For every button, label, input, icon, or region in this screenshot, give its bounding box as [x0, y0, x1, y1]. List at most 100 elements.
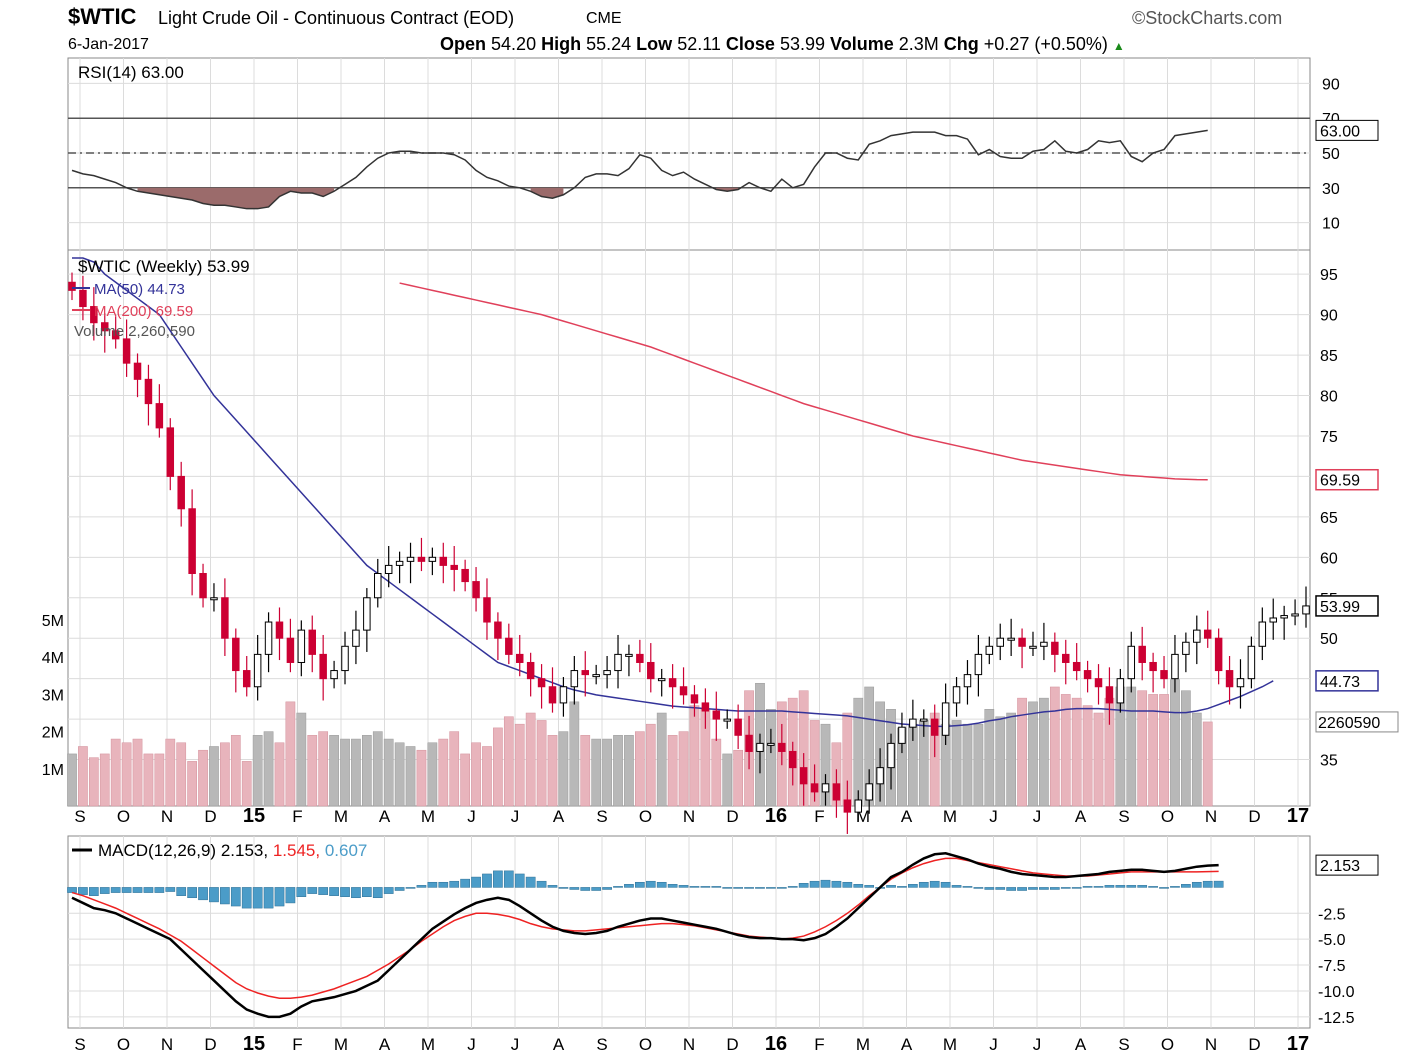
- macd-histogram-bar: [78, 887, 88, 895]
- candle-body: [286, 637, 295, 663]
- volume-bar: [536, 720, 547, 807]
- macd-histogram-bar: [1181, 884, 1191, 888]
- macd-x-tick-label: J: [511, 1035, 520, 1054]
- macd-histogram-bar: [88, 887, 99, 896]
- macd-histogram-bar: [1159, 887, 1169, 889]
- volume-bar: [656, 712, 667, 807]
- volume-bar: [635, 731, 645, 807]
- macd-histogram-bar: [514, 873, 525, 888]
- macd-histogram-bar: [984, 887, 995, 890]
- volume-bar: [154, 753, 165, 807]
- macd-histogram-bar: [460, 878, 470, 888]
- open-label: Open: [440, 34, 487, 54]
- volume-bar: [252, 735, 263, 807]
- volume-bar: [503, 716, 514, 807]
- macd-histogram-bar: [187, 887, 197, 899]
- macd-histogram-bar: [1093, 886, 1104, 888]
- macd-histogram-bar: [591, 887, 602, 891]
- macd-histogram-bar: [416, 885, 427, 888]
- price-x-tick-label: M: [334, 807, 348, 826]
- candle-body: [788, 750, 797, 769]
- volume-bar: [372, 731, 383, 807]
- macd-histogram-bar: [132, 887, 143, 893]
- macd-histogram-bar: [471, 876, 481, 888]
- macd-histogram-bar: [427, 881, 438, 888]
- volume-bar: [361, 735, 372, 807]
- macd-histogram-bar: [1104, 885, 1115, 888]
- macd-signal-line: [71, 857, 1219, 999]
- volume-bar: [820, 723, 831, 807]
- macd-x-tick-label: S: [596, 1035, 607, 1054]
- macd-x-tick-label: S: [74, 1035, 85, 1054]
- candle-body: [90, 306, 98, 324]
- price-y-tick-label: 65: [1320, 510, 1338, 527]
- candle-body: [363, 597, 371, 631]
- candle-body: [1280, 615, 1288, 619]
- candle-body: [996, 637, 1004, 647]
- candle-body: [68, 281, 76, 291]
- candle-body: [1269, 617, 1277, 623]
- volume-bar: [1191, 712, 1202, 807]
- volume-bar: [580, 735, 591, 807]
- macd-x-tick-label: F: [292, 1035, 302, 1054]
- volume-bar: [187, 761, 197, 807]
- ma200-legend: MA(200) 69.59: [94, 303, 193, 320]
- volume-bar: [67, 753, 77, 807]
- volume-bar: [613, 735, 623, 807]
- volume-y-tick-label: 3M: [42, 687, 64, 704]
- macd-histogram-bar: [602, 887, 612, 890]
- price-y-tick-label: 85: [1320, 348, 1338, 365]
- macd-histogram-bar: [372, 887, 383, 899]
- macd-histogram-bar: [1202, 880, 1213, 888]
- rsi-value-label: 63.00: [1320, 123, 1360, 140]
- chg-value: +0.27 (+0.50%): [983, 34, 1108, 54]
- candle-body: [308, 629, 316, 655]
- volume-bar: [525, 712, 536, 807]
- candle-body: [1018, 637, 1026, 647]
- macd-histogram-bar: [154, 887, 165, 893]
- volume-bar: [340, 738, 350, 807]
- high-value: 55.24: [586, 34, 632, 54]
- high-label: High: [541, 34, 582, 54]
- volume-bar: [230, 735, 241, 807]
- low-value: 52.11: [677, 34, 721, 54]
- volume-bar: [318, 731, 329, 807]
- candle-body: [406, 556, 415, 562]
- macd-x-tick-label: A: [553, 1035, 565, 1054]
- macd-histogram-bar: [1213, 880, 1224, 888]
- price-x-tick-label: J: [1033, 807, 1042, 826]
- macd-line: [71, 851, 1219, 1019]
- macd-x-tick-label: N: [683, 1035, 695, 1054]
- volume-bar: [1181, 690, 1191, 807]
- macd-histogram-bar: [1137, 885, 1148, 888]
- volume-bar: [1126, 686, 1137, 807]
- candle-body: [1116, 678, 1125, 704]
- candle-body: [1094, 678, 1103, 688]
- macd-histogram-bar: [613, 886, 623, 888]
- macd-histogram-bar: [700, 886, 711, 888]
- volume-bar: [1060, 694, 1071, 807]
- open-value: 54.20: [491, 34, 537, 54]
- volume-bar: [132, 738, 143, 807]
- macd-histogram-bar: [296, 887, 307, 897]
- price-x-tick-label: A: [901, 807, 913, 826]
- candle-body: [428, 556, 437, 562]
- volume-bar: [984, 709, 995, 807]
- macd-x-tick-label: M: [856, 1035, 870, 1054]
- macd-x-tick-label: S: [1118, 1035, 1129, 1054]
- candle-body: [636, 653, 644, 663]
- macd-histogram-bar: [1006, 887, 1017, 891]
- candle-body: [625, 653, 633, 657]
- ohlc-readout: Open 54.20 High 55.24 Low 52.11 Close 53…: [440, 34, 1125, 55]
- volume-bar: [1137, 690, 1148, 807]
- candle-body: [417, 556, 426, 562]
- candle-body: [756, 742, 764, 752]
- candle-body: [330, 670, 338, 680]
- volume-bar: [678, 731, 689, 807]
- volume-bar: [667, 735, 678, 807]
- volume-y-tick-label: 4M: [42, 650, 64, 667]
- candle-body: [101, 322, 109, 332]
- volume-bar: [602, 738, 612, 807]
- macd-x-tick-label: 16: [765, 1033, 787, 1055]
- volume-bar: [471, 742, 481, 807]
